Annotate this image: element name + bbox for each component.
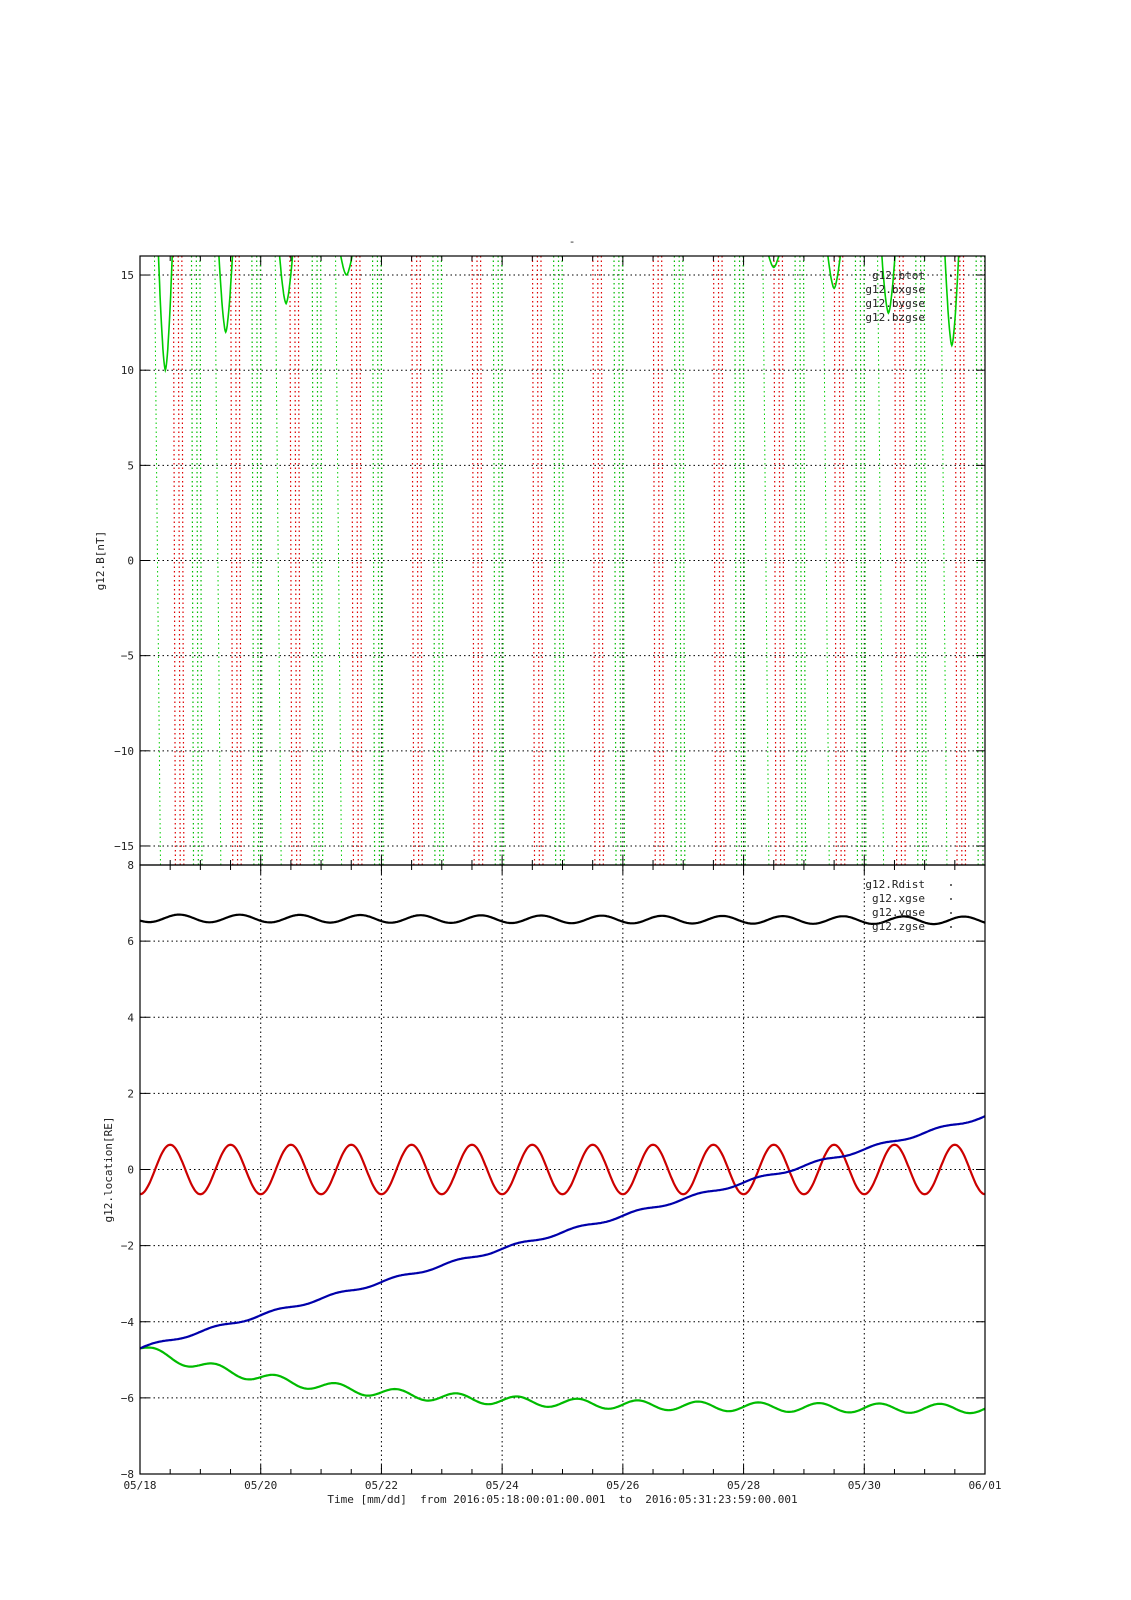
p2-ytick-label: 2 xyxy=(127,1087,134,1100)
p1-ytick-label: −15 xyxy=(114,840,134,853)
p1-ytick-label: 5 xyxy=(127,459,134,472)
legend-marker xyxy=(950,303,952,305)
p2-ticks: 05/18 05/20 05/22 05/24 05/26 05/28 05/30 06/01… xyxy=(121,859,1002,1492)
p1-ytick-label: 10 xyxy=(121,364,134,377)
p2-xtick-label: 05/24 xyxy=(486,1479,519,1492)
p2-xtick-label: 05/28 xyxy=(727,1479,760,1492)
btot-dip xyxy=(157,256,174,374)
p1-ytick-label: 0 xyxy=(127,555,134,568)
legend-entry: g12.bzgse xyxy=(865,311,925,324)
page-title: - xyxy=(569,235,576,248)
legend-entry: g12.ygse xyxy=(872,906,925,919)
bxgse-wrap xyxy=(181,256,185,865)
bxgse-wrap xyxy=(838,256,842,865)
p2-ytick-label: 0 xyxy=(127,1164,134,1177)
p1-ytick-label: −10 xyxy=(114,745,134,758)
legend-entry: g12.zgse xyxy=(872,920,925,933)
p2-ytick-label: 4 xyxy=(127,1011,134,1024)
btot-dip xyxy=(218,256,234,335)
bxgse-wrap xyxy=(721,256,725,865)
bxgse-wrap xyxy=(712,256,717,865)
p2-xtick-label: 06/01 xyxy=(968,1479,1001,1492)
bygse-wrap xyxy=(794,256,798,865)
btot-wrap xyxy=(153,256,161,865)
p2-y-axis-label: g12.location[RE] xyxy=(102,1117,115,1223)
p2-grid xyxy=(140,865,985,1474)
bxgse-wrap xyxy=(600,256,604,865)
p2-ytick-label: −4 xyxy=(121,1316,135,1329)
bygse-wrap xyxy=(915,256,919,865)
legend-entry: g12.btot xyxy=(872,269,925,282)
legend-marker xyxy=(950,317,952,319)
p1-y-axis-label: g12.B[nT] xyxy=(94,531,107,591)
p2-xtick-label: 05/20 xyxy=(244,1479,277,1492)
magnetic-field-panel: −15 −10 −5 0 5 10 15 g12.B[nT] g12.btotg12.bxg… xyxy=(94,255,986,866)
series-g12-zgse xyxy=(139,1115,986,1350)
btot-dip xyxy=(944,256,960,348)
p2-data xyxy=(139,913,986,1415)
legend-marker xyxy=(950,289,952,291)
btot-dip xyxy=(827,256,842,290)
p2-xtick-label: 05/18 xyxy=(123,1479,156,1492)
legend-marker xyxy=(950,884,952,886)
bxgse-wrap xyxy=(172,256,177,865)
bygse-wrap xyxy=(190,256,195,865)
bxgse-wrap xyxy=(833,256,837,865)
bxgse-wrap xyxy=(411,256,415,865)
location-panel: 05/18 05/20 05/22 05/24 05/26 05/28 05/30 06/01… xyxy=(102,859,1002,1506)
bxgse-wrap xyxy=(289,256,293,865)
legend-entry: g12.bxgse xyxy=(865,283,925,296)
legend-entry: g12.bygse xyxy=(865,297,925,310)
p2-ytick-label: 6 xyxy=(127,935,134,948)
legend-marker xyxy=(950,912,952,914)
btot-dip xyxy=(881,256,896,315)
legend-marker xyxy=(950,926,952,928)
bygse-wrap xyxy=(920,256,924,865)
bygse-wrap xyxy=(613,256,617,865)
legend-marker xyxy=(950,275,952,277)
series-g12-Rdist xyxy=(139,913,986,926)
bygse-wrap xyxy=(199,256,203,865)
legend-entry: g12.xgse xyxy=(872,892,925,905)
bxgse-wrap xyxy=(177,256,181,865)
bygse-wrap xyxy=(497,256,501,865)
legend-marker xyxy=(950,898,952,900)
p1-ytick-label: 15 xyxy=(121,269,134,282)
series-g12-ygse xyxy=(139,1346,986,1415)
p1-ytick-label: −5 xyxy=(121,650,134,663)
bxgse-wrap xyxy=(536,256,540,865)
p2-ytick-label: 8 xyxy=(127,859,134,872)
bygse-wrap xyxy=(316,256,320,865)
p2-xtick-label: 05/26 xyxy=(606,1479,639,1492)
bygse-wrap xyxy=(195,256,199,865)
p2-ytick-label: −6 xyxy=(121,1392,134,1405)
p1-data xyxy=(153,256,985,865)
btot-dip xyxy=(278,256,294,306)
p2-ytick-label: −2 xyxy=(121,1240,134,1253)
bygse-wrap xyxy=(492,256,496,865)
p2-xtick-label: 05/22 xyxy=(365,1479,398,1492)
bxgse-wrap xyxy=(902,256,906,865)
bxgse-wrap xyxy=(717,256,722,865)
bxgse-wrap xyxy=(294,256,298,865)
p1-ticks: −15 −10 −5 0 5 10 15 xyxy=(114,256,986,865)
legend-entry: g12.Rdist xyxy=(865,878,925,891)
x-axis-label: Time [mm/dd] from 2016:05:18:00:01:00.00… xyxy=(327,1493,797,1506)
p2-ytick-label: −8 xyxy=(121,1468,134,1481)
bygse-wrap xyxy=(618,256,622,865)
bygse-wrap xyxy=(923,256,927,865)
bxgse-wrap xyxy=(416,256,420,865)
bygse-wrap xyxy=(311,256,315,865)
p2-xtick-label: 05/30 xyxy=(848,1479,881,1492)
bxgse-wrap xyxy=(419,256,423,865)
bygse-wrap xyxy=(802,256,807,865)
